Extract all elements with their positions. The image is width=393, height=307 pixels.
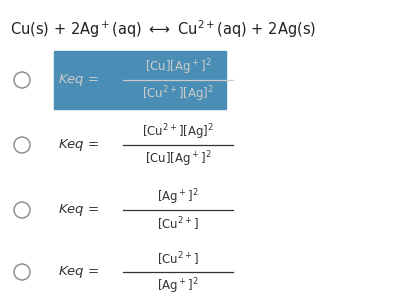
- Text: $\mathit{Keq}$ =: $\mathit{Keq}$ =: [58, 202, 99, 218]
- Text: [Ag$^+$]$^2$: [Ag$^+$]$^2$: [157, 276, 199, 296]
- Text: $\mathit{Keq}$ =: $\mathit{Keq}$ =: [58, 137, 99, 153]
- Text: [Cu$^{2+}$][Ag]$^2$: [Cu$^{2+}$][Ag]$^2$: [142, 122, 214, 142]
- Text: $\mathit{Keq}$ =: $\mathit{Keq}$ =: [58, 72, 99, 88]
- Text: [Cu$^{2+}$]: [Cu$^{2+}$]: [157, 250, 199, 268]
- FancyBboxPatch shape: [54, 51, 226, 109]
- Text: [Cu$^{2+}$][Ag]$^2$: [Cu$^{2+}$][Ag]$^2$: [142, 84, 214, 104]
- Text: [Cu$^{2+}$]: [Cu$^{2+}$]: [157, 215, 199, 233]
- Text: [Ag$^+$]$^2$: [Ag$^+$]$^2$: [157, 187, 199, 207]
- Text: [Cu][Ag$^+$]$^2$: [Cu][Ag$^+$]$^2$: [145, 149, 211, 169]
- Text: [Cu][Ag$^+$]$^2$: [Cu][Ag$^+$]$^2$: [145, 57, 211, 77]
- Text: Cu(s) + 2Ag$^+$(aq) $\longleftrightarrow$ Cu$^{2+}$(aq) + 2Ag(s): Cu(s) + 2Ag$^+$(aq) $\longleftrightarrow…: [10, 18, 316, 40]
- Text: $\mathit{Keq}$ =: $\mathit{Keq}$ =: [58, 264, 99, 280]
